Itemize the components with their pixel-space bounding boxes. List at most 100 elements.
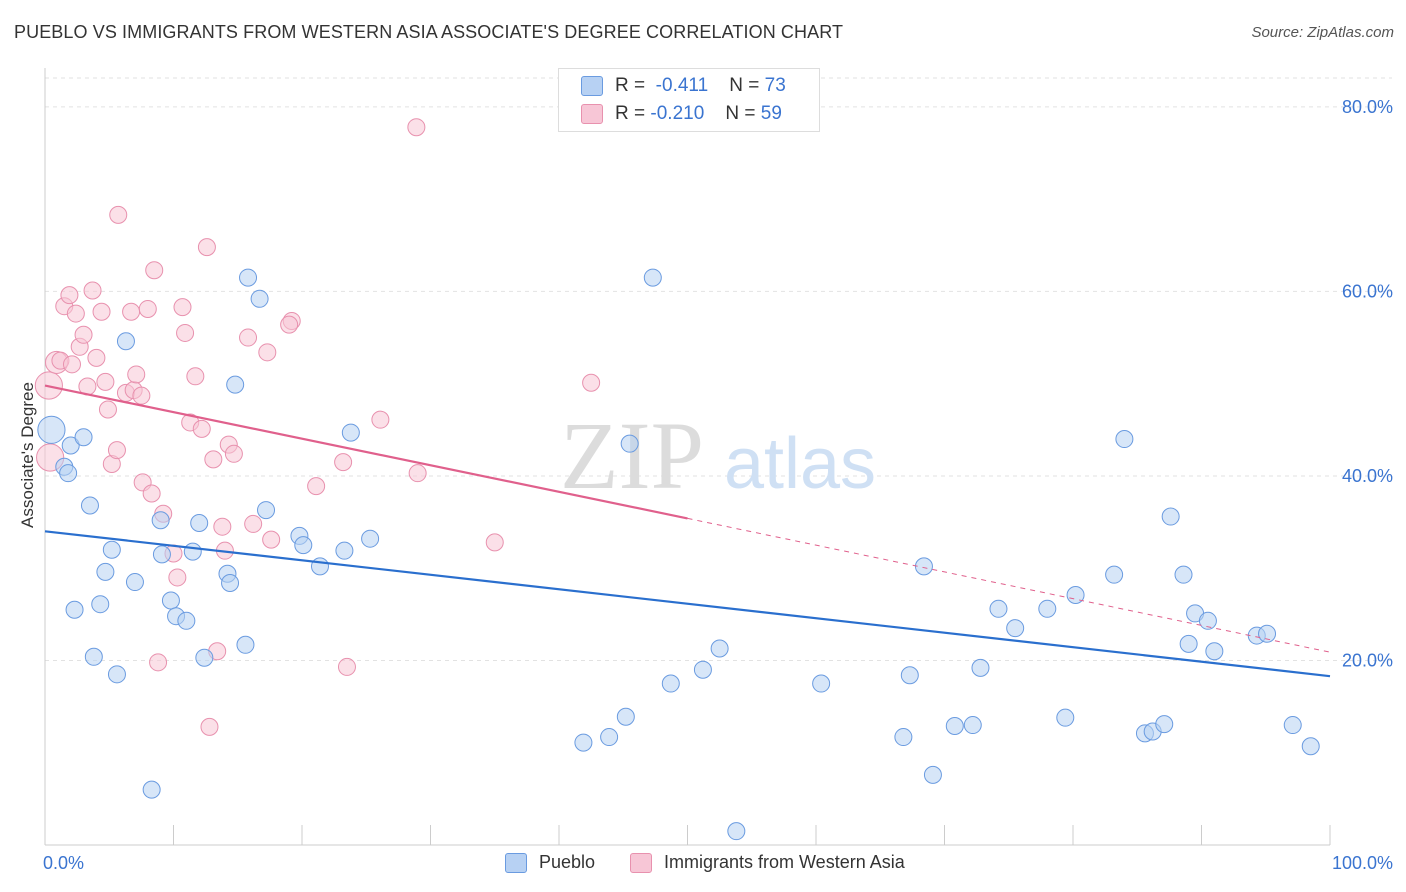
r-label: R = xyxy=(615,103,646,124)
watermark-atlas: atlas xyxy=(724,424,876,504)
pueblo-point xyxy=(84,647,103,666)
immigrants-point xyxy=(62,355,81,374)
immigrants-point xyxy=(98,400,117,419)
pueblo-swatch xyxy=(505,852,527,873)
y-tick-labels: 20.0% 40.0% 60.0% 80.0% xyxy=(1342,97,1393,671)
pueblo-point xyxy=(1038,599,1057,618)
watermark-zip: ZIP xyxy=(560,402,704,509)
pueblo-point xyxy=(1006,619,1025,638)
immigrants-point xyxy=(176,323,195,342)
pueblo-point xyxy=(183,542,202,561)
pueblo-point xyxy=(710,639,729,658)
r-label: R = xyxy=(615,75,646,96)
immigrants-point xyxy=(337,657,356,676)
immigrants-point xyxy=(408,464,427,483)
immigrants-point xyxy=(142,484,161,503)
pueblo-point xyxy=(341,423,360,442)
watermark: ZIP atlas xyxy=(560,402,876,509)
pueblo-point xyxy=(1258,624,1277,643)
pueblo-point xyxy=(900,666,919,685)
pueblo-point xyxy=(226,375,245,394)
immigrants-point xyxy=(192,419,211,438)
immigrants-point xyxy=(258,343,277,362)
source-label: Source: ZipAtlas.com xyxy=(1251,24,1394,41)
pueblo-point xyxy=(96,562,115,581)
pueblo-point xyxy=(335,541,354,560)
pueblo-point xyxy=(812,674,831,693)
pueblo-point xyxy=(1066,585,1085,604)
pueblo-point xyxy=(600,728,619,747)
pueblo-point xyxy=(310,557,329,576)
immigrants-point xyxy=(149,653,168,672)
pueblo-point xyxy=(142,780,161,799)
pueblo-point xyxy=(1174,565,1193,584)
pueblo-point xyxy=(65,600,84,619)
pueblo-point xyxy=(616,707,635,726)
pueblo-point xyxy=(693,660,712,679)
pueblo-point xyxy=(190,514,209,533)
pueblo-point xyxy=(151,511,170,530)
pueblo-point xyxy=(1105,565,1124,584)
pueblo-point xyxy=(923,765,942,784)
immigrants-point xyxy=(122,302,141,321)
y-axis-label: Associate's Degree xyxy=(18,382,37,528)
pueblo-point xyxy=(221,573,240,592)
pueblo-point xyxy=(963,716,982,735)
n-value: 59 xyxy=(760,103,782,124)
pueblo-point xyxy=(177,611,196,630)
pueblo-point xyxy=(102,540,121,559)
immigrants-point xyxy=(66,304,85,323)
pueblo-point xyxy=(1198,611,1217,630)
immigrants-point xyxy=(239,328,258,347)
immigrants-point xyxy=(168,568,187,587)
x-tick-label-start: 0.0% xyxy=(43,853,84,873)
y-tick-label: 40.0% xyxy=(1342,466,1393,486)
pueblo-point xyxy=(61,436,80,455)
immigrants-point xyxy=(83,281,102,300)
n-label: N = xyxy=(729,75,760,96)
pueblo-point xyxy=(1205,642,1224,661)
pueblo-point xyxy=(1155,715,1174,734)
x-tick-labels: 0.0% 100.0% xyxy=(43,853,1393,873)
immigrants-point xyxy=(138,299,157,318)
immigrants-point xyxy=(262,530,281,549)
n-value: 73 xyxy=(764,75,786,96)
immigrants-trend-line xyxy=(44,384,688,520)
pueblo-point xyxy=(620,434,639,453)
pueblo-point xyxy=(91,595,110,614)
pueblo-point xyxy=(361,529,380,548)
pueblo-point xyxy=(250,289,269,308)
immigrants-point xyxy=(244,514,263,533)
immigrants-point xyxy=(87,348,106,367)
pueblo-point xyxy=(195,648,214,667)
pueblo-point xyxy=(1161,507,1180,526)
pueblo-point xyxy=(643,268,662,287)
pueblo-point xyxy=(59,464,78,483)
immigrants-point xyxy=(107,441,126,460)
immigrants-swatch xyxy=(630,852,652,873)
chart-title: PUEBLO VS IMMIGRANTS FROM WESTERN ASIA A… xyxy=(14,22,844,42)
pueblo-point xyxy=(152,545,171,564)
pueblo-point xyxy=(989,599,1008,618)
trend-lines xyxy=(44,384,1331,678)
immigrants-point xyxy=(186,367,205,386)
immigrants-point xyxy=(96,372,115,391)
immigrants-point xyxy=(307,477,326,496)
pueblo-point xyxy=(80,496,99,515)
immigrants-points xyxy=(34,118,601,736)
pueblo-point xyxy=(661,674,680,693)
immigrants-point xyxy=(485,533,504,552)
immigrants-point xyxy=(127,365,146,384)
pueblo-point xyxy=(37,415,66,444)
immigrants-point xyxy=(200,717,219,736)
pueblo-point xyxy=(1115,430,1134,449)
immigrants-point xyxy=(173,298,192,317)
immigrants-point xyxy=(74,325,93,344)
immigrants-point xyxy=(213,517,232,536)
pueblo-point xyxy=(236,635,255,654)
stats-legend: R = -0.411 N = 73 R = -0.210 N = 59 xyxy=(558,68,820,132)
pueblo-point xyxy=(1056,708,1075,727)
pueblo-point xyxy=(294,536,313,555)
pueblo-point xyxy=(116,332,135,351)
